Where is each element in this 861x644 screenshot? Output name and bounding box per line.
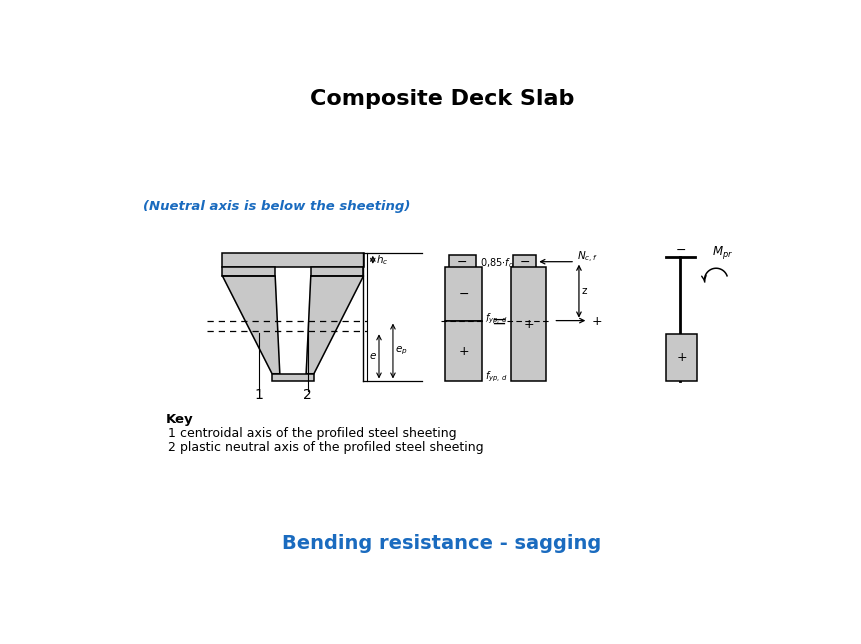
Text: 1: 1 [167, 427, 175, 440]
Bar [665, 334, 696, 381]
Text: z: z [580, 286, 586, 296]
Text: $-$: $-$ [457, 287, 468, 300]
Text: Bending resistance - sagging: Bending resistance - sagging [282, 534, 601, 553]
Text: 1: 1 [254, 388, 263, 402]
Polygon shape [306, 276, 363, 374]
Text: $N_{c,f}$: $N_{c,f}$ [576, 249, 597, 265]
Bar [222, 267, 275, 276]
Text: $+$: $+$ [522, 317, 533, 330]
Text: $+$: $+$ [457, 345, 468, 357]
Bar [511, 267, 545, 381]
Bar [272, 374, 313, 381]
Text: 2: 2 [303, 388, 312, 402]
Bar [222, 253, 363, 267]
Text: $h_c$: $h_c$ [375, 253, 388, 267]
Text: (Nuetral axis is below the sheeting): (Nuetral axis is below the sheeting) [142, 200, 410, 213]
Text: centroidal axis of the profiled steel sheeting: centroidal axis of the profiled steel sh… [180, 427, 456, 440]
Text: $-$: $-$ [455, 255, 467, 268]
Text: $f_{yp,\,d}$: $f_{yp,\,d}$ [485, 370, 507, 384]
Text: $0{,}85{\cdot}f_{cd}$: $0{,}85{\cdot}f_{cd}$ [480, 257, 517, 270]
Text: $-$: $-$ [518, 255, 530, 268]
Text: 2: 2 [167, 441, 175, 454]
Text: Key: Key [165, 413, 193, 426]
Bar [444, 267, 481, 321]
Text: $e_p$: $e_p$ [395, 345, 407, 357]
Bar [512, 255, 536, 269]
Text: $f_{yp,\,d}$: $f_{yp,\,d}$ [485, 312, 507, 327]
Text: Composite Deck Slab: Composite Deck Slab [309, 89, 573, 109]
Bar [449, 255, 475, 269]
Text: $M_{pr}$: $M_{pr}$ [711, 244, 733, 261]
Text: $=$: $=$ [487, 312, 506, 330]
Text: $e$: $e$ [369, 352, 376, 361]
Bar [311, 267, 363, 276]
Text: $-$: $-$ [674, 243, 685, 256]
Text: plastic neutral axis of the profiled steel sheeting: plastic neutral axis of the profiled ste… [180, 441, 483, 454]
Polygon shape [222, 276, 280, 374]
Bar [444, 321, 481, 381]
Text: $+$: $+$ [590, 315, 601, 328]
Text: $+$: $+$ [675, 352, 686, 365]
